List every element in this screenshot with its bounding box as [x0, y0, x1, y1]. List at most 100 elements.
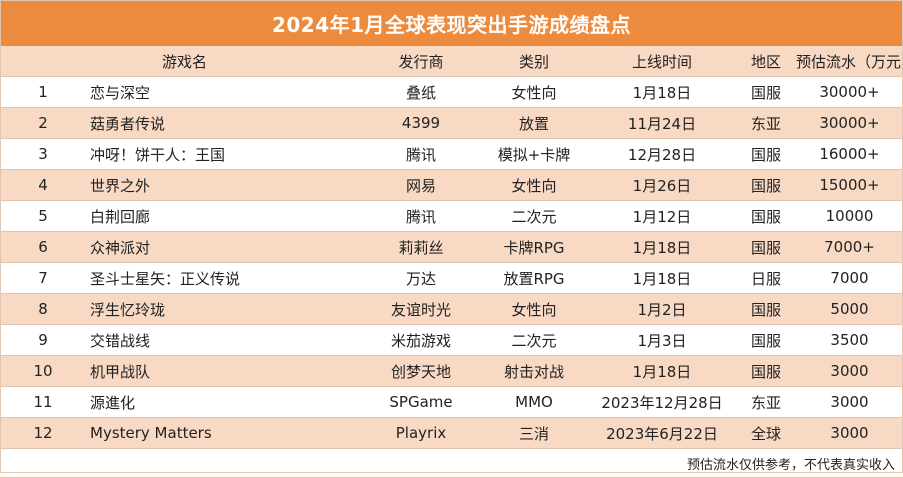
- table-row: 10 机甲战队 创梦天地 射击对战 1月18日 国服 3000: [0, 355, 903, 387]
- cell-launch: 1月12日: [588, 200, 736, 232]
- cell-index: 12: [0, 417, 86, 449]
- cell-publisher: 米茄游戏: [362, 324, 480, 356]
- cell-name: 机甲战队: [86, 355, 362, 387]
- cell-revenue: 16000+: [796, 138, 903, 170]
- cell-launch: 2023年12月28日: [588, 386, 736, 418]
- cell-publisher: 友谊时光: [362, 293, 480, 325]
- table-row: 12 Mystery Matters Playrix 三消 2023年6月22日…: [0, 417, 903, 449]
- cell-launch: 1月18日: [588, 76, 736, 108]
- cell-region: 东亚: [736, 386, 796, 418]
- table-row: 9 交错战线 米茄游戏 二次元 1月3日 国服 3500: [0, 324, 903, 356]
- cell-revenue: 15000+: [796, 169, 903, 201]
- cell-category: 二次元: [480, 200, 588, 232]
- cell-region: 国服: [736, 138, 796, 170]
- cell-name: 恋与深空: [86, 76, 362, 108]
- cell-region: 东亚: [736, 107, 796, 139]
- cell-name: 源進化: [86, 386, 362, 418]
- cell-revenue: 3500: [796, 324, 903, 356]
- cell-name: 菇勇者传说: [86, 107, 362, 139]
- header-revenue: 预估流水（万元）: [796, 46, 903, 77]
- cell-name: 浮生忆玲珑: [86, 293, 362, 325]
- table-row: 1 恋与深空 叠纸 女性向 1月18日 国服 30000+: [0, 76, 903, 108]
- cell-publisher: 4399: [362, 107, 480, 139]
- cell-region: 国服: [736, 324, 796, 356]
- cell-category: 放置RPG: [480, 262, 588, 294]
- cell-category: 女性向: [480, 293, 588, 325]
- footnote: 预估流水仅供参考，不代表真实收入: [0, 449, 903, 478]
- cell-launch: 1月18日: [588, 355, 736, 387]
- cell-category: MMO: [480, 386, 588, 418]
- cell-region: 国服: [736, 200, 796, 232]
- cell-publisher: 叠纸: [362, 76, 480, 108]
- cell-index: 6: [0, 231, 86, 263]
- cell-publisher: 网易: [362, 169, 480, 201]
- cell-name: 圣斗士星矢：正义传说: [86, 262, 362, 294]
- cell-region: 日服: [736, 262, 796, 294]
- header-region: 地区: [736, 46, 796, 77]
- cell-name: 众神派对: [86, 231, 362, 263]
- cell-publisher: 创梦天地: [362, 355, 480, 387]
- cell-region: 国服: [736, 76, 796, 108]
- cell-launch: 2023年6月22日: [588, 417, 736, 449]
- cell-category: 射击对战: [480, 355, 588, 387]
- cell-index: 8: [0, 293, 86, 325]
- cell-revenue: 5000: [796, 293, 903, 325]
- cell-index: 1: [0, 76, 86, 108]
- table-row: 7 圣斗士星矢：正义传说 万达 放置RPG 1月18日 日服 7000: [0, 262, 903, 294]
- cell-index: 10: [0, 355, 86, 387]
- cell-name: 世界之外: [86, 169, 362, 201]
- cell-region: 国服: [736, 355, 796, 387]
- cell-revenue: 7000: [796, 262, 903, 294]
- cell-revenue: 3000: [796, 417, 903, 449]
- table-row: 8 浮生忆玲珑 友谊时光 女性向 1月2日 国服 5000: [0, 293, 903, 325]
- cell-region: 全球: [736, 417, 796, 449]
- header-category: 类别: [480, 46, 588, 77]
- cell-publisher: 万达: [362, 262, 480, 294]
- table-row: 6 众神派对 莉莉丝 卡牌RPG 1月18日 国服 7000+: [0, 231, 903, 263]
- cell-launch: 1月26日: [588, 169, 736, 201]
- cell-name: Mystery Matters: [86, 417, 362, 449]
- page-title: 2024年1月全球表现突出手游成绩盘点: [0, 0, 903, 46]
- cell-region: 国服: [736, 231, 796, 263]
- cell-name: 冲呀！饼干人：王国: [86, 138, 362, 170]
- cell-revenue: 3000: [796, 386, 903, 418]
- cell-category: 女性向: [480, 169, 588, 201]
- cell-revenue: 3000: [796, 355, 903, 387]
- cell-publisher: 腾讯: [362, 138, 480, 170]
- cell-category: 放置: [480, 107, 588, 139]
- cell-category: 模拟+卡牌: [480, 138, 588, 170]
- cell-revenue: 30000+: [796, 107, 903, 139]
- cell-category: 二次元: [480, 324, 588, 356]
- cell-region: 国服: [736, 293, 796, 325]
- cell-publisher: 腾讯: [362, 200, 480, 232]
- cell-launch: 1月18日: [588, 262, 736, 294]
- table-row: 2 菇勇者传说 4399 放置 11月24日 东亚 30000+: [0, 107, 903, 139]
- cell-publisher: Playrix: [362, 417, 480, 449]
- ranking-table: 游戏名 发行商 类别 上线时间 地区 预估流水（万元） 1 恋与深空 叠纸 女性…: [0, 46, 903, 449]
- cell-publisher: 莉莉丝: [362, 231, 480, 263]
- cell-launch: 11月24日: [588, 107, 736, 139]
- cell-index: 4: [0, 169, 86, 201]
- cell-launch: 1月3日: [588, 324, 736, 356]
- header-launch: 上线时间: [588, 46, 736, 77]
- header-index: [0, 46, 86, 77]
- cell-revenue: 10000: [796, 200, 903, 232]
- cell-category: 三消: [480, 417, 588, 449]
- cell-index: 7: [0, 262, 86, 294]
- cell-launch: 1月18日: [588, 231, 736, 263]
- cell-category: 女性向: [480, 76, 588, 108]
- cell-index: 2: [0, 107, 86, 139]
- cell-index: 9: [0, 324, 86, 356]
- table-row: 11 源進化 SPGame MMO 2023年12月28日 东亚 3000: [0, 386, 903, 418]
- table-row: 4 世界之外 网易 女性向 1月26日 国服 15000+: [0, 169, 903, 201]
- cell-index: 5: [0, 200, 86, 232]
- cell-launch: 12月28日: [588, 138, 736, 170]
- cell-name: 交错战线: [86, 324, 362, 356]
- cell-publisher: SPGame: [362, 386, 480, 418]
- header-publisher: 发行商: [362, 46, 480, 77]
- cell-revenue: 30000+: [796, 76, 903, 108]
- table-header-row: 游戏名 发行商 类别 上线时间 地区 预估流水（万元）: [0, 46, 903, 77]
- cell-launch: 1月2日: [588, 293, 736, 325]
- table-row: 3 冲呀！饼干人：王国 腾讯 模拟+卡牌 12月28日 国服 16000+: [0, 138, 903, 170]
